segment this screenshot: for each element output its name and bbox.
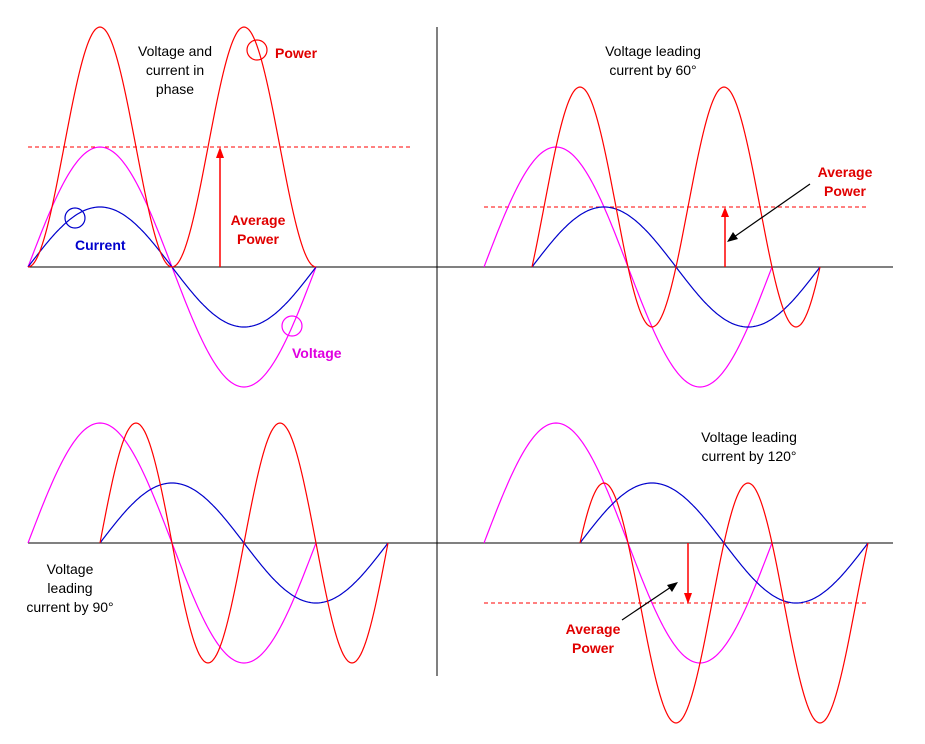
current-label: Current: [75, 237, 126, 253]
average-power-arrowhead: [721, 207, 729, 217]
average-power-label-line-1: Average: [566, 621, 621, 637]
average-power-label-line-1: Average: [818, 164, 873, 180]
voltage-marker-circle: [281, 315, 303, 337]
average-power-arrowhead: [216, 147, 224, 158]
power-marker-circle: [246, 39, 268, 61]
caption-line-1: Voltage leading: [605, 43, 701, 59]
caption-line-2: current by 120°: [701, 448, 796, 464]
pointer-arrowhead: [667, 582, 678, 592]
caption-line-2: leading: [47, 580, 92, 596]
caption-line-2: current in: [146, 62, 204, 78]
caption-line-3: phase: [156, 81, 194, 97]
average-power-label-line-1: Average: [231, 212, 286, 228]
caption-line-1: Voltage: [47, 561, 94, 577]
panel-in-phase: Voltage and current in phase Power Curre…: [27, 26, 437, 388]
power-curve: [579, 482, 869, 724]
pointer-arrow: [733, 183, 811, 238]
pointer-arrow: [621, 586, 672, 621]
caption-line-1: Voltage leading: [701, 429, 797, 445]
caption-line-2: current by 60°: [609, 62, 696, 78]
panel-lead-120: Voltage leading current by 120° Average …: [437, 422, 893, 724]
power-curve: [27, 26, 317, 268]
current-marker-circle: [64, 207, 86, 229]
panel-lead-60: Voltage leading current by 60° Average P…: [437, 43, 893, 388]
pointer-arrowhead: [727, 232, 738, 242]
caption-line-1: Voltage and: [138, 43, 212, 59]
average-power-label-line-2: Power: [237, 231, 280, 247]
caption-line-3: current by 90°: [26, 599, 113, 615]
average-power-label-line-2: Power: [824, 183, 867, 199]
power-label: Power: [275, 45, 318, 61]
power-curve: [99, 422, 389, 664]
average-power-label-line-2: Power: [572, 640, 615, 656]
average-power-arrowhead: [684, 593, 692, 604]
panel-lead-90: Voltage leading current by 90°: [26, 422, 437, 664]
voltage-label: Voltage: [292, 345, 342, 361]
power-curve: [531, 86, 821, 328]
